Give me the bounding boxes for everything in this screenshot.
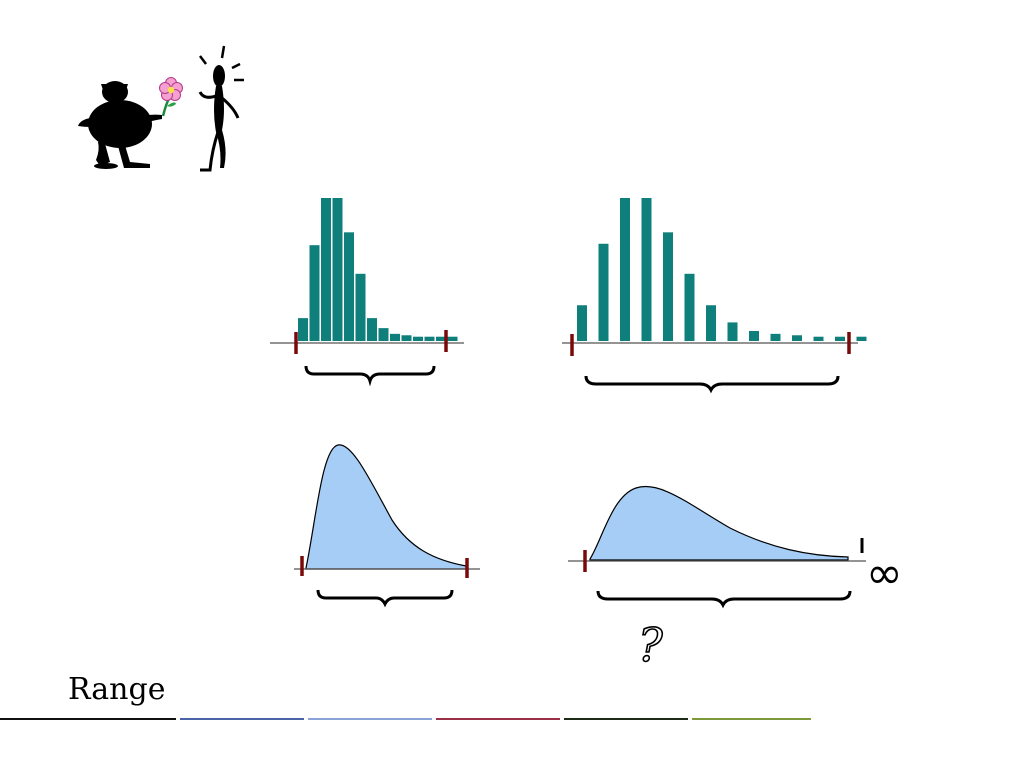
narrow-discrete-distribution-bar: [332, 198, 343, 341]
narrow-discrete-distribution-bar: [298, 318, 308, 341]
wide-continuous-range-brace: [596, 590, 852, 609]
wide-discrete-distribution-bar: [684, 273, 695, 341]
narrow-discrete-distribution-bar: [424, 336, 435, 341]
clipart-illustration: [78, 45, 244, 172]
wide-discrete-range-brace: [584, 375, 840, 394]
wide-discrete-distribution-bar: [706, 305, 716, 341]
narrow-discrete-distribution-bar: [309, 245, 320, 341]
narrow-discrete-distribution-bar: [413, 336, 423, 341]
wide-discrete-distribution-bar: [835, 336, 845, 341]
narrow-discrete-distribution-bar: [367, 318, 377, 341]
wide-discrete-distribution-bar: [663, 232, 673, 341]
infinity-annotation: ∞: [866, 548, 903, 599]
wide-discrete-distribution-bar: [641, 198, 652, 341]
narrow-discrete-distribution-bar: [321, 198, 331, 341]
slide-title: Range: [68, 672, 166, 707]
wide-continuous-curve: [589, 486, 849, 561]
wide-discrete-distribution-bar: [749, 330, 759, 341]
narrow-discrete-histogram: [298, 198, 458, 341]
person-offering-flower-icon: [78, 81, 162, 169]
narrow-discrete-distribution-bar: [401, 335, 412, 341]
wide-discrete-distribution-bar: [727, 322, 738, 341]
wide-discrete-distribution-bar: [577, 305, 587, 341]
narrow-discrete-range-brace: [304, 365, 436, 387]
narrow-continuous-curve: [305, 444, 467, 570]
wide-discrete-histogram: [577, 198, 867, 341]
narrow-discrete-distribution-bar: [355, 273, 366, 341]
narrow-discrete-distribution-bar: [378, 328, 389, 341]
flower-icon: [159, 77, 183, 117]
narrow-discrete-distribution-bar: [390, 333, 400, 341]
wide-discrete-distribution-bar: [856, 336, 867, 341]
surprised-person-icon: [198, 45, 244, 172]
narrow-discrete-distribution-bar: [436, 336, 446, 341]
wide-discrete-distribution-bar: [813, 336, 824, 341]
wide-discrete-distribution-bar: [620, 198, 630, 341]
wide-discrete-distribution-bar: [598, 243, 609, 341]
narrow-discrete-distribution-bar: [447, 336, 458, 341]
narrow-discrete-distribution-bar: [344, 232, 354, 341]
wide-discrete-distribution-bar: [792, 335, 802, 341]
wide-discrete-distribution-bar: [770, 333, 781, 341]
narrow-continuous-range-brace: [316, 589, 454, 608]
question-mark-annotation: ?: [637, 617, 663, 673]
